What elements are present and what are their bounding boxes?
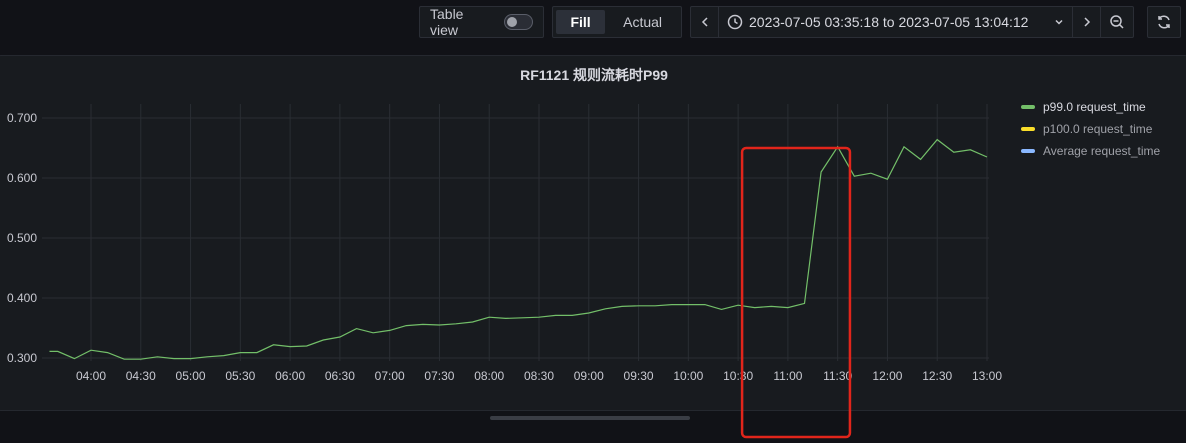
x-tick-label: 04:30 [126,369,156,383]
x-tick-label: 07:30 [424,369,454,383]
legend-label: Average request_time [1043,144,1161,158]
legend-item-p100[interactable]: p100.0 request_time [1021,118,1160,140]
zoom-out-icon [1110,15,1124,29]
legend-item-p99[interactable]: p99.0 request_time [1021,96,1160,118]
time-back-button[interactable] [691,7,719,37]
x-tick-label: 11:00 [773,369,802,383]
timeseries-panel: RF1121 规则流耗时P99 0.300 0.400 0.500 0.600 0.70… [0,55,1186,411]
x-tick-label: 13:00 [972,369,1002,383]
y-tick-label: 0.300 [7,351,37,365]
clock-icon [727,14,743,30]
time-forward-button[interactable] [1073,7,1101,37]
chart-legend: p99.0 request_time p100.0 request_time A… [1021,96,1160,162]
x-tick-label: 05:00 [176,369,206,383]
refresh-button[interactable] [1147,6,1181,38]
x-tick-label: 05:30 [225,369,255,383]
x-tick-label: 11:30 [823,369,852,383]
actual-button[interactable]: Actual [623,14,663,30]
x-tick-label: 12:00 [872,369,902,383]
time-picker: 2023-07-05 03:35:18 to 2023-07-05 13:04:… [690,6,1134,38]
x-tick-label: 04:00 [76,369,106,383]
x-tick-label: 06:00 [275,369,305,383]
legend-item-average[interactable]: Average request_time [1021,140,1160,162]
fill-button[interactable]: Fill [556,10,606,34]
y-tick-label: 0.600 [7,171,37,185]
dashboard-toolbar: Table view Fill Actual 2023-07-05 03:35:… [0,0,1186,44]
time-range-text: 2023-07-05 03:35:18 to 2023-07-05 13:04:… [749,14,1029,30]
x-tick-label: 08:30 [524,369,554,383]
chevron-right-icon [1083,17,1090,27]
y-tick-label: 0.700 [7,111,37,125]
switch-knob [506,17,517,27]
x-axis: 04:00 04:30 05:00 05:30 06:00 06:30 07:00 07:30… [76,369,1002,383]
table-view-toggle[interactable]: Table view [419,6,544,38]
horizontal-scrollbar[interactable] [490,416,690,420]
chart-grid [42,104,989,361]
legend-label: p100.0 request_time [1043,122,1153,136]
x-tick-label: 08:00 [474,369,504,383]
chevron-down-icon [1055,19,1063,25]
refresh-icon [1158,15,1170,29]
x-tick-label: 06:30 [325,369,355,383]
fill-actual-segmented: Fill Actual [552,6,682,38]
x-tick-label: 07:00 [375,369,405,383]
x-tick-label: 12:30 [922,369,952,383]
x-tick-label: 10:30 [723,369,753,383]
bottom-strip [0,436,1186,443]
legend-swatch [1021,149,1035,153]
table-view-label: Table view [430,6,464,38]
legend-swatch [1021,105,1035,109]
legend-label: p99.0 request_time [1043,100,1146,114]
y-tick-label: 0.500 [7,231,37,245]
line-chart[interactable]: 0.300 0.400 0.500 0.600 0.700 04:00 04:30 05:0… [0,96,1009,396]
panel-title[interactable]: RF1121 规则流耗时P99 [520,67,668,83]
y-axis: 0.300 0.400 0.500 0.600 0.700 [7,111,37,365]
time-range-button[interactable]: 2023-07-05 03:35:18 to 2023-07-05 13:04:… [719,7,1073,37]
y-tick-label: 0.400 [7,291,37,305]
x-tick-label: 09:30 [624,369,654,383]
x-tick-label: 10:00 [673,369,703,383]
table-view-switch[interactable] [503,14,533,30]
x-tick-label: 09:00 [574,369,604,383]
zoom-out-button[interactable] [1101,7,1133,37]
legend-swatch [1021,127,1035,131]
chevron-left-icon [701,17,708,27]
